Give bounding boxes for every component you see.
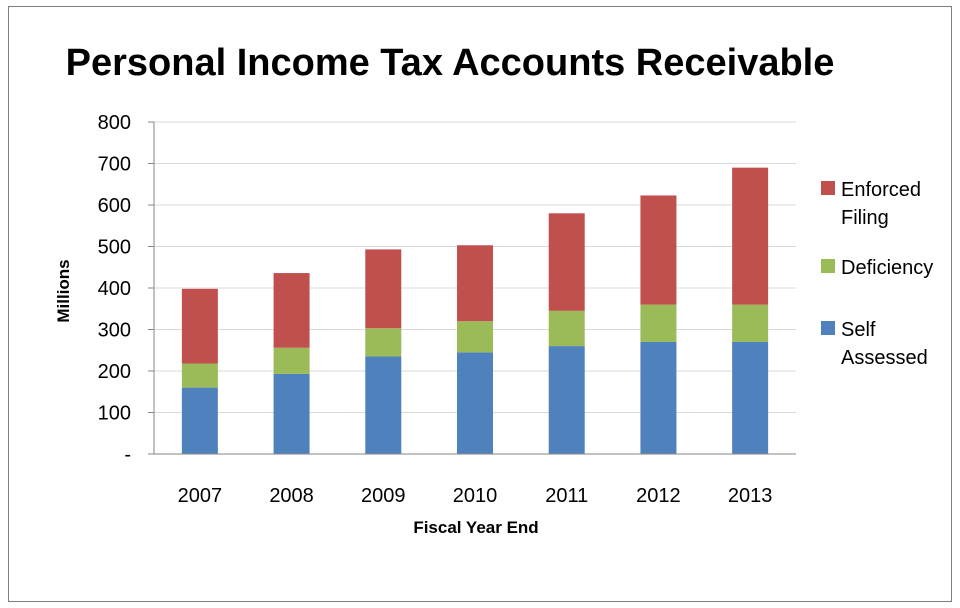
bar-segment-enforced-filing: [640, 195, 677, 305]
x-tick-label: 2011: [545, 485, 588, 507]
bar-segment-enforced-filing: [365, 249, 402, 329]
y-tick-labels: - 100 200 300 400 500 600 700 800: [98, 112, 154, 466]
x-tick-label: 2010: [453, 485, 498, 507]
bars: [181, 167, 769, 454]
y-tick-label: 600: [98, 195, 131, 217]
x-tick-label: 2007: [178, 485, 223, 507]
bar-segment-deficiency: [548, 310, 585, 347]
x-axis-title: Fiscal Year End: [413, 518, 538, 537]
y-tick-label: 800: [98, 112, 131, 134]
x-tick-label: 2008: [269, 485, 314, 507]
legend-swatch: [821, 181, 835, 195]
chart-svg: Personal Income Tax Accounts Receivable …: [54, 42, 933, 537]
chart-area: Personal Income Tax Accounts Receivable …: [8, 6, 952, 602]
bar-segment-self-assessed: [640, 341, 677, 454]
bar-segment-deficiency: [365, 328, 402, 357]
y-tick-label: 500: [98, 237, 131, 259]
legend-label: Deficiency: [841, 257, 933, 279]
bar-segment-self-assessed: [181, 387, 218, 454]
bar-segment-deficiency: [181, 363, 218, 388]
bar-segment-self-assessed: [273, 373, 310, 454]
bar-segment-self-assessed: [732, 341, 769, 454]
bar-segment-self-assessed: [548, 346, 585, 454]
y-axis-title: Millions: [54, 259, 73, 322]
y-tick-label: 700: [98, 154, 131, 176]
bar-segment-enforced-filing: [457, 245, 493, 322]
legend-label: Enforced: [841, 179, 921, 201]
x-tick-labels: 2007 2008 2009 2010 2011 2012 2013: [178, 485, 773, 507]
legend-label: Assessed: [841, 347, 928, 369]
legend-item-self-assessed: Self Assessed: [821, 319, 928, 369]
legend-label: Filing: [841, 207, 889, 229]
y-tick-label: -: [124, 444, 131, 466]
bar-segment-deficiency: [457, 321, 493, 353]
x-tick-label: 2013: [728, 485, 773, 507]
y-tick-label: 400: [98, 278, 131, 300]
legend-item-enforced-filing: Enforced Filing: [821, 179, 921, 229]
y-tick-label: 100: [98, 403, 131, 425]
bar-segment-enforced-filing: [732, 167, 769, 305]
bar-segment-enforced-filing: [273, 273, 310, 348]
x-tick-label: 2012: [636, 485, 681, 507]
bar-segment-deficiency: [273, 347, 310, 374]
legend-item-deficiency: Deficiency: [821, 257, 933, 279]
legend-swatch: [821, 259, 835, 273]
bar-segment-self-assessed: [365, 356, 402, 454]
bar-segment-enforced-filing: [548, 213, 585, 311]
y-tick-label: 200: [98, 361, 131, 383]
bar-segment-deficiency: [732, 304, 769, 342]
legend: Enforced Filing Deficiency Self Assessed: [821, 179, 933, 369]
chart-title: Personal Income Tax Accounts Receivable: [66, 42, 835, 84]
bar-segment-deficiency: [640, 304, 677, 342]
legend-swatch: [821, 321, 835, 335]
bar-segment-enforced-filing: [181, 288, 218, 364]
legend-label: Self: [841, 319, 876, 341]
y-tick-label: 300: [98, 320, 131, 342]
x-tick-label: 2009: [361, 485, 406, 507]
bar-segment-self-assessed: [457, 352, 493, 454]
